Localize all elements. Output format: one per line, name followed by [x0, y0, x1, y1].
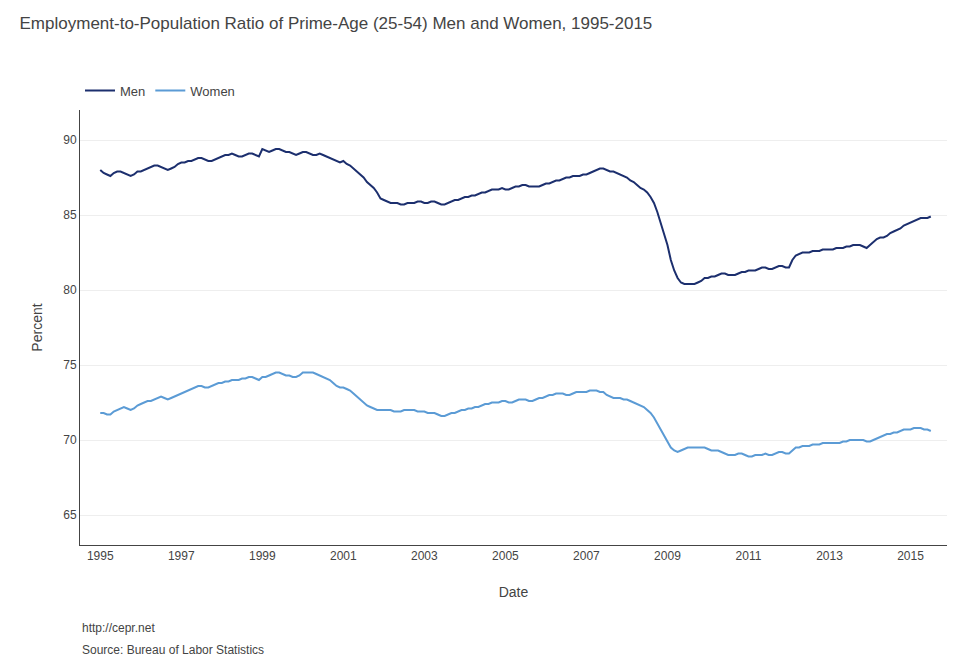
svg-text:2013: 2013 — [816, 549, 843, 563]
svg-text:Employment-to-Population Ratio: Employment-to-Population Ratio of Prime-… — [20, 14, 653, 33]
svg-text:Percent: Percent — [29, 303, 45, 351]
svg-text:Date: Date — [499, 584, 529, 600]
svg-text:Men: Men — [120, 84, 145, 99]
svg-text:70: 70 — [63, 433, 77, 447]
svg-text:80: 80 — [63, 283, 77, 297]
svg-text:2005: 2005 — [492, 549, 519, 563]
svg-text:1995: 1995 — [87, 549, 114, 563]
svg-text:2007: 2007 — [573, 549, 600, 563]
svg-text:2015: 2015 — [897, 549, 924, 563]
svg-text:Women: Women — [190, 84, 235, 99]
svg-text:Source: Bureau of Labor Statis: Source: Bureau of Labor Statistics — [82, 643, 264, 657]
svg-text:1999: 1999 — [249, 549, 276, 563]
svg-text:http://cepr.net: http://cepr.net — [82, 621, 155, 635]
svg-text:85: 85 — [63, 208, 77, 222]
svg-text:2011: 2011 — [736, 549, 762, 563]
svg-text:1997: 1997 — [168, 549, 195, 563]
svg-text:2009: 2009 — [654, 549, 681, 563]
svg-text:65: 65 — [63, 508, 77, 522]
svg-text:90: 90 — [63, 133, 77, 147]
svg-text:75: 75 — [63, 358, 77, 372]
svg-text:2001: 2001 — [330, 549, 357, 563]
svg-text:2003: 2003 — [411, 549, 438, 563]
